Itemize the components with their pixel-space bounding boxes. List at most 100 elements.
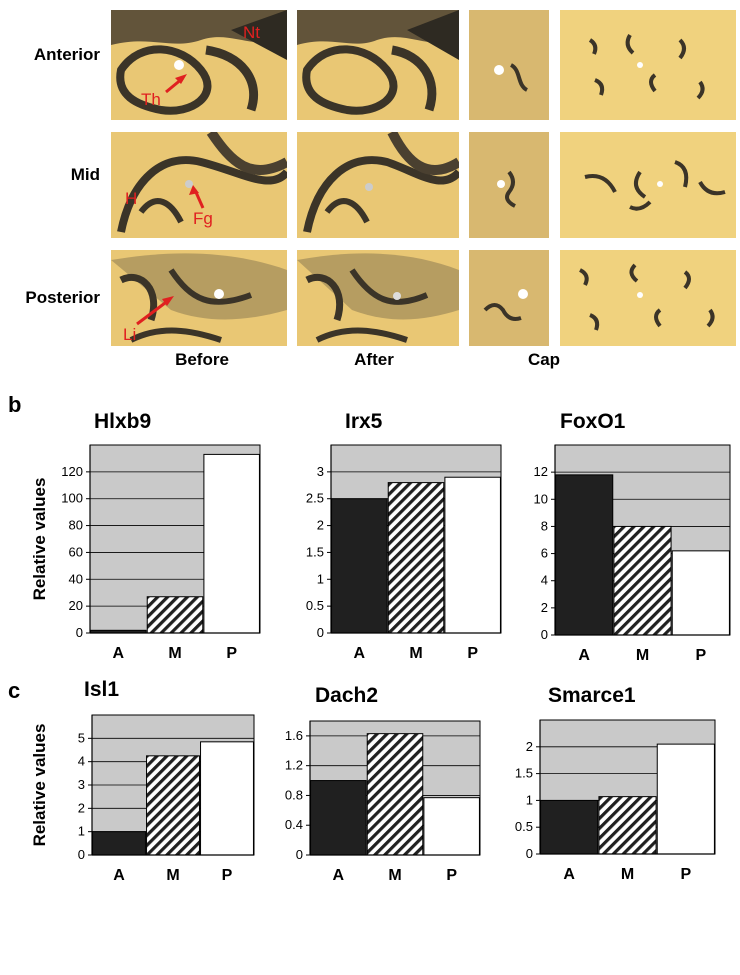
bar-p: [203, 453, 260, 634]
bar-p: [423, 797, 480, 856]
bar-m: [146, 596, 204, 634]
annotation-h: H: [125, 189, 137, 208]
chart-title: Dach2: [315, 684, 378, 707]
y-tick-label: 8: [541, 518, 548, 533]
x-category-label: A: [113, 645, 125, 662]
micrograph-posterior-cap: [469, 250, 549, 346]
row-label-posterior: Posterior: [25, 288, 100, 307]
micrograph-posterior-cap-field: [560, 250, 736, 346]
chart-title: Smarce1: [548, 684, 636, 707]
panel-b-letter: b: [8, 392, 22, 417]
micrograph-mid-after: [297, 132, 459, 238]
bar-p: [656, 743, 715, 855]
y-tick-label: 2: [541, 600, 548, 615]
y-tick-label: 1.5: [306, 544, 324, 559]
y-tick-label: 6: [541, 546, 548, 561]
x-category-label: P: [222, 867, 233, 884]
bar-p: [444, 476, 501, 634]
chart-hlxb9: 0 20 40 60 80 100 120 A M P Hlxb9 Relative values: [30, 410, 261, 662]
arrow-li: [136, 298, 170, 326]
x-category-label: M: [166, 867, 179, 884]
x-category-label: A: [113, 867, 125, 884]
y-tick-label: 1: [78, 824, 85, 839]
x-category-label: M: [621, 866, 634, 883]
annotation-th: Th: [141, 90, 161, 109]
micrograph-posterior-before: Li: [111, 250, 287, 346]
y-tick-label: 40: [69, 571, 83, 586]
y-tick-label: 0.5: [515, 819, 533, 834]
bar-a: [92, 831, 146, 856]
x-category-label: P: [226, 645, 237, 662]
bar-m: [387, 482, 445, 634]
micrograph-posterior-after: [297, 250, 459, 346]
y-tick-label: 12: [534, 464, 548, 479]
y-tick-label: 100: [61, 491, 83, 506]
y-tick-label: 0: [526, 846, 533, 861]
y-tick-label: 0.8: [285, 787, 303, 802]
x-category-label: M: [168, 645, 181, 662]
y-tick-label: 2: [317, 518, 324, 533]
x-category-label: M: [388, 867, 401, 884]
y-tick-label: 60: [69, 544, 83, 559]
chart-smarce1: 0 0.5 1 1.5 2 A M P Smarce1: [515, 684, 716, 883]
chart-dach2: 0 0.4 0.8 1.2 1.6 A M P Dach2: [285, 684, 481, 884]
bar-m: [366, 733, 424, 856]
chart-foxo1: 0 2 4 6 8 10 12 A M P FoxO1: [534, 410, 731, 664]
micrograph-anterior-before: Nt Th: [111, 10, 287, 120]
bar-m: [598, 796, 657, 855]
chart-title: FoxO1: [560, 410, 626, 433]
bar-a: [310, 780, 367, 856]
chart-title: Hlxb9: [94, 410, 151, 433]
y-tick-label: 1.2: [285, 758, 303, 773]
y-tick-label: 1.6: [285, 728, 303, 743]
chart-isl1: 0 1 2 3 4 5 A M P Isl1 Relative values: [30, 678, 255, 884]
y-tick-label: 2: [526, 739, 533, 754]
micrograph-mid-before: H Fg: [111, 132, 287, 238]
micrograph-anterior-after: [297, 10, 459, 120]
y-tick-label: 0: [541, 627, 548, 642]
bar-a: [331, 498, 388, 634]
y-tick-label: 4: [78, 754, 85, 769]
y-tick-label: 3: [317, 464, 324, 479]
micrograph-anterior-cap: [469, 10, 549, 120]
annotation-nt: Nt: [243, 23, 260, 42]
x-category-label: A: [578, 647, 590, 664]
y-axis-label: Relative values: [30, 724, 49, 847]
micrograph-anterior-cap-field: [560, 10, 736, 120]
bar-a: [540, 799, 599, 855]
x-category-label: P: [446, 867, 457, 884]
y-tick-label: 2: [78, 800, 85, 815]
row-label-anterior: Anterior: [33, 45, 100, 64]
y-tick-label: 0: [296, 847, 303, 862]
y-tick-label: 1: [526, 792, 533, 807]
bar-a: [555, 474, 614, 636]
y-tick-label: 3: [78, 777, 85, 792]
chart-irx5: 0 0.5 1 1.5 2 2.5 3 A M P Irx5: [306, 410, 502, 662]
y-tick-label: 1: [317, 571, 324, 586]
micrograph-mid-cap: [469, 132, 549, 238]
bar-p: [671, 550, 730, 636]
x-category-label: M: [636, 647, 649, 664]
col-label-after: After: [354, 350, 394, 369]
y-tick-label: 10: [534, 491, 548, 506]
annotation-fg: Fg: [193, 209, 213, 228]
x-category-label: M: [409, 645, 422, 662]
y-tick-label: 2.5: [306, 491, 324, 506]
x-category-label: A: [333, 867, 345, 884]
row-label-mid: Mid: [70, 165, 100, 184]
micrograph-mid-cap-field: [560, 132, 736, 238]
y-tick-label: 5: [78, 730, 85, 745]
y-tick-label: 0: [78, 847, 85, 862]
x-category-label: P: [695, 647, 706, 664]
y-tick-label: 0.5: [306, 598, 324, 613]
y-tick-label: 0: [317, 625, 324, 640]
bar-p: [200, 741, 254, 856]
bar-m: [613, 525, 672, 636]
y-tick-label: 80: [69, 518, 83, 533]
bar-m: [146, 755, 200, 856]
y-axis-label: Relative values: [30, 478, 49, 601]
annotation-li: Li: [123, 325, 136, 344]
y-tick-label: 1.5: [515, 766, 533, 781]
y-tick-label: 0.4: [285, 817, 303, 832]
